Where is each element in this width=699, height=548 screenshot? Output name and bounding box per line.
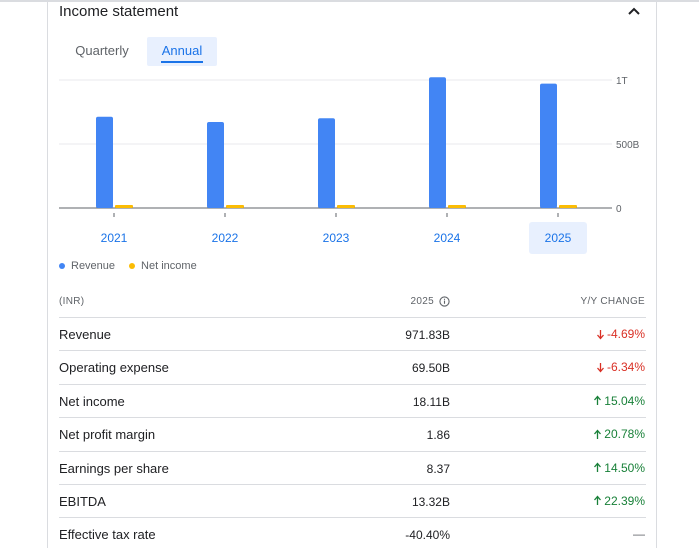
row-label: EBITDA bbox=[59, 493, 106, 509]
table-row: Earnings per share 8.37 14.50% bbox=[59, 452, 646, 485]
row-value: 13.32B bbox=[411, 494, 450, 509]
row-change: — bbox=[633, 527, 645, 541]
header-currency: (INR) bbox=[59, 296, 85, 307]
row-change-value: 20.78% bbox=[604, 427, 645, 442]
legend-label-net-income: Net income bbox=[141, 260, 197, 272]
row-value: 8.37 bbox=[426, 461, 450, 476]
row-change-value: 15.04% bbox=[604, 393, 645, 408]
table-header: (INR) 2025 Y/Y CHANGE bbox=[59, 287, 646, 318]
x-tick-label[interactable]: 2025 bbox=[545, 231, 572, 245]
row-label: Earnings per share bbox=[59, 460, 169, 476]
row-change-value: 22.39% bbox=[604, 493, 645, 508]
header-year-label: 2025 bbox=[410, 296, 434, 307]
revenue-bar bbox=[540, 83, 557, 208]
row-change-value: -6.34% bbox=[606, 360, 645, 375]
net-income-bar bbox=[448, 205, 466, 208]
x-tick-label[interactable]: 2023 bbox=[323, 231, 350, 245]
header-year: 2025 bbox=[411, 296, 450, 307]
legend-label-revenue: Revenue bbox=[71, 260, 116, 272]
row-label: Operating expense bbox=[59, 360, 169, 376]
net-income-bar bbox=[559, 205, 577, 208]
table-row: Revenue 971.83B -4.69% bbox=[59, 318, 646, 352]
arrow-up-icon bbox=[594, 462, 602, 473]
x-tick-label[interactable]: 2024 bbox=[434, 231, 461, 245]
arrow-down-icon bbox=[596, 329, 604, 339]
row-change-value: -4.69% bbox=[606, 327, 645, 341]
y-tick-label: 500B bbox=[616, 140, 640, 151]
arrow-up-icon bbox=[594, 429, 602, 439]
arrow-down-icon bbox=[596, 362, 604, 373]
chevron-up-icon[interactable] bbox=[625, 4, 643, 20]
income-bar-chart: 0 500B 1T 2021 2022 2023 2024 2025 bbox=[59, 76, 640, 254]
revenue-bar bbox=[207, 121, 224, 208]
revenue-bar bbox=[429, 77, 446, 208]
row-value: 1.86 bbox=[426, 428, 450, 443]
row-change: 15.04% bbox=[593, 394, 645, 408]
row-change-value: — bbox=[633, 527, 645, 542]
financials-table: (INR) 2025 Y/Y CHANGE Revenue 971.83B -4.6… bbox=[59, 287, 646, 548]
arrow-up-icon bbox=[594, 495, 602, 506]
net-income-bar bbox=[226, 205, 244, 208]
revenue-bar bbox=[318, 118, 335, 208]
row-change: -6.34% bbox=[596, 360, 645, 374]
tab-annual-label: Annual bbox=[161, 43, 203, 58]
table-row: Net income 18.11B 15.04% bbox=[59, 385, 646, 419]
x-tick-label[interactable]: 2021 bbox=[101, 231, 128, 245]
section-title: Income statement bbox=[59, 3, 179, 20]
legend-item-revenue: Revenue bbox=[59, 260, 115, 272]
tab-annual[interactable]: Annual bbox=[147, 37, 217, 66]
row-change: 14.50% bbox=[593, 461, 645, 475]
row-label: Net income bbox=[59, 393, 125, 409]
row-value: 18.11B bbox=[412, 394, 450, 409]
x-tick-label[interactable]: 2022 bbox=[212, 231, 239, 245]
net-income-legend-dot bbox=[129, 263, 136, 269]
table-row: Net profit margin 1.86 20.78% bbox=[59, 418, 646, 452]
row-change: 22.39% bbox=[593, 494, 645, 508]
top-divider bbox=[0, 0, 699, 2]
header-change: Y/Y CHANGE bbox=[580, 296, 645, 307]
row-label: Revenue bbox=[59, 327, 112, 342]
y-tick-label: 1T bbox=[616, 76, 628, 87]
table-row: Operating expense 69.50B -6.34% bbox=[59, 351, 646, 385]
row-change: -4.69% bbox=[596, 327, 645, 341]
tab-annual-indicator bbox=[161, 61, 203, 63]
arrow-up-icon bbox=[594, 395, 602, 406]
info-icon[interactable] bbox=[439, 296, 450, 307]
net-income-bar bbox=[337, 205, 355, 208]
tab-quarterly[interactable]: Quarterly bbox=[75, 43, 129, 58]
income-statement-card bbox=[47, 0, 657, 548]
row-value: -40.40% bbox=[405, 528, 450, 543]
row-change-value: 14.50% bbox=[604, 460, 645, 475]
chart-legend: Revenue Net income bbox=[59, 260, 197, 272]
row-value: 69.50B bbox=[411, 361, 450, 376]
table-row: Effective tax rate -40.40% — bbox=[59, 518, 646, 548]
row-label: Effective tax rate bbox=[59, 527, 156, 543]
net-income-bar bbox=[115, 205, 133, 208]
table-row: EBITDA 13.32B 22.39% bbox=[59, 485, 646, 519]
row-value: 971.83B bbox=[405, 328, 450, 342]
row-change: 20.78% bbox=[593, 427, 645, 441]
selected-year-highlight bbox=[529, 222, 587, 254]
legend-item-net-income: Net income bbox=[129, 260, 197, 272]
row-label: Net profit margin bbox=[59, 427, 156, 443]
revenue-bar bbox=[96, 116, 113, 208]
revenue-legend-dot bbox=[59, 263, 65, 269]
y-tick-label: 0 bbox=[616, 204, 622, 215]
